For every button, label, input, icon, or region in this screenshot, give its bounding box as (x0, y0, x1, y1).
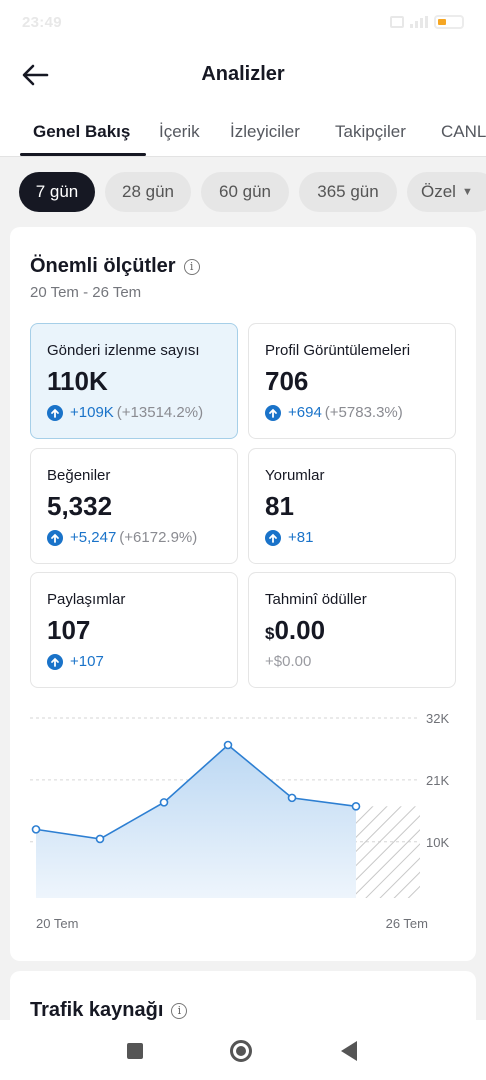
data-point (223, 740, 233, 750)
change-percent: (+5783.3%) (324, 404, 403, 421)
metric-change: +5,247 (+6172.9%) (47, 529, 197, 546)
status-icons (390, 15, 464, 29)
chip-7-gun[interactable]: 7 gün (19, 172, 95, 212)
header: Analizler (0, 48, 486, 102)
tab-izleyiciler[interactable]: İzleyiciler (230, 122, 300, 141)
metric-value: 5,332 (47, 491, 113, 521)
data-point (351, 802, 361, 811)
tab-icerik[interactable]: İçerik (159, 122, 200, 141)
triangle-back-icon (341, 1041, 357, 1061)
system-nav-bar (0, 1020, 486, 1080)
series-area (36, 745, 356, 898)
data-point (159, 798, 169, 807)
info-icon[interactable]: i (171, 1002, 188, 1019)
time-range-chips: 7 gün 28 gün 60 gün 365 gün Özel ▼ (0, 172, 486, 212)
home-circle-icon (230, 1040, 252, 1062)
metric-value: 107 (47, 615, 91, 645)
metric-post-views[interactable]: Gönderi izlenme sayısı 110K +109K (+1351… (30, 323, 238, 439)
arrow-up-icon (47, 404, 63, 421)
active-tab-indicator (20, 153, 146, 156)
chip-ozel[interactable]: Özel ▼ (407, 172, 486, 212)
chip-28-gun[interactable]: 28 gün (105, 172, 191, 212)
status-time: 23:49 (22, 13, 62, 31)
change-percent: (+13514.2%) (116, 404, 204, 421)
notification-icon (390, 16, 404, 28)
change-absolute: +$0.00 (265, 653, 312, 670)
tab-genel-bakis[interactable]: Genel Bakış (33, 122, 131, 141)
currency-symbol: $ (265, 624, 275, 643)
metric-comments[interactable]: Yorumlar 81 +81 (248, 448, 456, 564)
y-tick-label: 32K (426, 711, 449, 726)
change-absolute: +109K (70, 404, 114, 421)
y-tick-label: 21K (426, 773, 449, 788)
metric-label: Gönderi izlenme sayısı (47, 342, 200, 359)
metric-shares[interactable]: Paylaşımlar 107 +107 (30, 572, 238, 688)
back-arrow-icon (22, 64, 49, 86)
system-back-button[interactable] (336, 1038, 362, 1064)
change-percent: (+6172.9%) (119, 529, 198, 546)
metric-likes[interactable]: Beğeniler 5,332 +5,247 (+6172.9%) (30, 448, 238, 564)
tab-takipciler[interactable]: Takipçiler (335, 122, 406, 141)
metric-value: 110K (47, 366, 108, 396)
metric-change: +107 (47, 653, 104, 670)
tab-bar: Genel Bakış İçerik İzleyiciler Takipçile… (0, 110, 486, 157)
x-tick-label: 20 Tem (36, 916, 78, 931)
metric-change: +$0.00 (265, 653, 311, 670)
battery-icon (434, 15, 464, 29)
home-button[interactable] (228, 1038, 254, 1064)
change-absolute: +5,247 (70, 529, 117, 546)
metric-change: +81 (265, 529, 313, 546)
traffic-source-title-text: Trafik kaynağı (30, 999, 164, 1021)
back-button[interactable] (14, 54, 56, 96)
data-point (287, 793, 297, 803)
info-icon[interactable]: i (183, 258, 200, 275)
metric-label: Profil Görüntülemeleri (265, 342, 411, 359)
series-line (35, 743, 357, 840)
metric-profile-views[interactable]: Profil Görüntülemeleri 706 +694 (+5783.3… (248, 323, 456, 439)
metric-value: 706 (265, 366, 309, 396)
status-bar: 23:49 (0, 0, 486, 44)
signal-icon (410, 16, 428, 28)
metric-value: 81 (265, 491, 294, 521)
metric-label: Beğeniler (47, 467, 111, 484)
metric-value-number: 0.00 (274, 615, 326, 645)
metric-label: Yorumlar (265, 467, 325, 484)
metric-change: +109K (+13514.2%) (47, 404, 203, 421)
traffic-source-title: Trafik kaynağı i (30, 999, 188, 1022)
y-tick-label: 10K (426, 835, 449, 850)
data-point (31, 825, 41, 834)
date-range: 20 Tem - 26 Tem (30, 284, 142, 301)
arrow-up-icon (47, 653, 63, 670)
caret-down-icon: ▼ (461, 186, 473, 198)
metric-value: $0.00 (265, 615, 325, 646)
key-metrics-card: Önemli ölçütler i 20 Tem - 26 Tem Gönder… (10, 227, 476, 961)
chip-ozel-label: Özel (421, 182, 456, 201)
views-area-chart: 32K 21K 10K 20 Tem 26 Tem (30, 711, 449, 931)
arrow-up-icon (47, 529, 63, 546)
chip-365-gun[interactable]: 365 gün (299, 172, 397, 212)
recents-button[interactable] (122, 1038, 148, 1064)
change-absolute: +81 (288, 529, 314, 546)
change-absolute: +694 (288, 404, 322, 421)
metric-change: +694 (+5783.3%) (265, 404, 403, 421)
top-background (0, 0, 486, 157)
key-metrics-title: Önemli ölçütler i (30, 255, 200, 278)
metric-label: Paylaşımlar (47, 591, 126, 608)
metric-estimated-rewards[interactable]: Tahminî ödüller $0.00 +$0.00 (248, 572, 456, 688)
square-icon (127, 1043, 143, 1059)
arrow-up-icon (265, 404, 281, 421)
key-metrics-title-text: Önemli ölçütler (30, 255, 176, 277)
data-point (95, 834, 105, 844)
x-tick-label: 26 Tem (386, 916, 428, 931)
change-absolute: +107 (70, 653, 104, 670)
arrow-up-icon (265, 529, 281, 546)
metric-label: Tahminî ödüller (265, 591, 367, 608)
pending-period-hatch (356, 806, 420, 898)
chip-60-gun[interactable]: 60 gün (201, 172, 289, 212)
tab-canli[interactable]: CANLI (441, 122, 486, 141)
page-title: Analizler (201, 63, 285, 85)
